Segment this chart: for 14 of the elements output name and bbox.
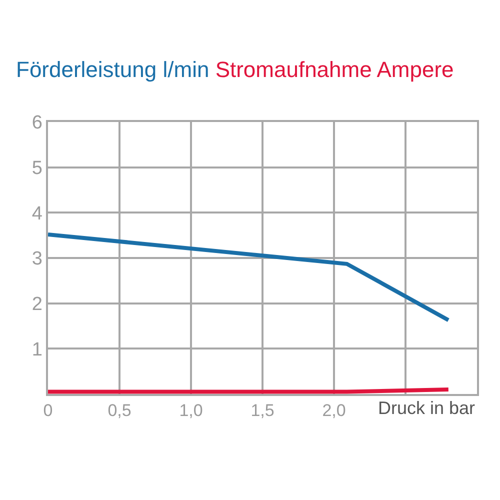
- x-tick-label: 0: [43, 401, 53, 420]
- x-tick-label: 1,5: [250, 401, 274, 420]
- x-tick-label: 0,5: [108, 401, 132, 420]
- y-tick-label: 3: [32, 248, 42, 270]
- x-axis-title: Druck in bar: [378, 398, 476, 418]
- x-tick-label: 1,0: [179, 401, 203, 420]
- text: Stromaufnahme Ampere: [215, 57, 454, 82]
- y-tick-label: 1: [32, 339, 42, 360]
- text: Förderleistung l/min: [16, 57, 210, 82]
- x-tick-label: 2,0: [322, 401, 346, 420]
- y-tick-label: 6: [32, 112, 42, 134]
- y-tick-label: 4: [32, 203, 43, 224]
- y-tick-label: 5: [32, 158, 42, 179]
- y-tick-label: 2: [32, 294, 42, 315]
